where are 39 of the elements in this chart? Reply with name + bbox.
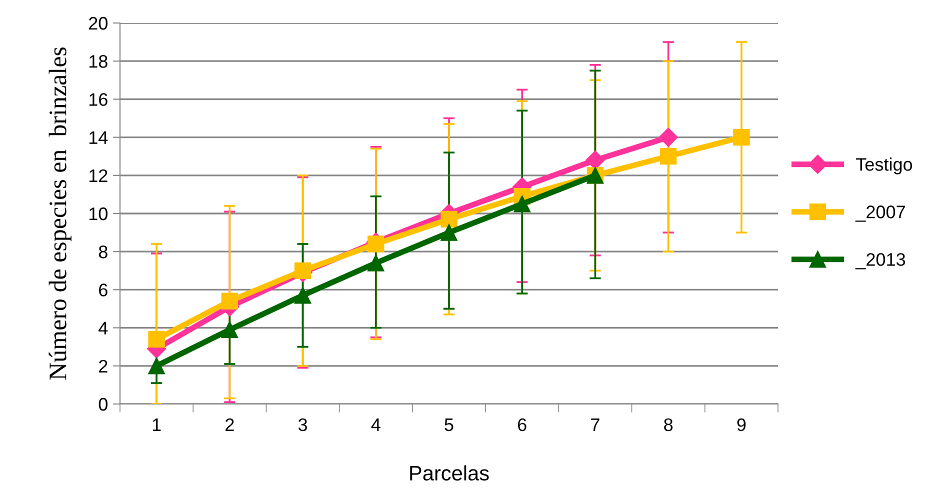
point xyxy=(368,236,384,252)
x-tick-label: 7 xyxy=(591,418,600,431)
point xyxy=(440,210,458,228)
x-tick-label: 1 xyxy=(152,418,161,431)
y-tick-label: 8 xyxy=(98,246,108,258)
x-tick-label: 2 xyxy=(226,418,234,431)
legend-label: _2013 xyxy=(855,253,906,270)
x-axis-title: Parcelas xyxy=(410,465,489,481)
point xyxy=(514,196,530,212)
point xyxy=(658,128,678,147)
x-tick-label: 3 xyxy=(298,418,308,432)
y-tick-label: 2 xyxy=(99,360,108,372)
y-tick-label: 18 xyxy=(89,55,108,68)
y-tick-label: 10 xyxy=(89,207,108,220)
x-tick-label: 5 xyxy=(444,418,454,432)
x-tick-label: 6 xyxy=(518,418,526,432)
point xyxy=(440,224,458,241)
x-tick-label: 9 xyxy=(737,418,746,432)
point xyxy=(368,254,384,272)
point xyxy=(221,321,238,338)
point xyxy=(660,148,677,165)
y-tick-label: 0 xyxy=(98,398,108,411)
y-tick-label: 16 xyxy=(89,93,108,106)
y-tick-label: 12 xyxy=(89,169,108,182)
point xyxy=(733,128,750,146)
y-tick-label: 4 xyxy=(98,322,108,334)
y-tick-label: 20 xyxy=(89,16,108,30)
point xyxy=(148,330,165,348)
point xyxy=(294,262,312,279)
y-tick-label: 6 xyxy=(99,284,108,296)
x-tick-label: 8 xyxy=(664,418,673,432)
y-axis-title: Número de especies en brinzales xyxy=(48,47,72,380)
legend-label: Testigo xyxy=(856,158,912,174)
y-tick-label: 14 xyxy=(89,131,108,144)
point xyxy=(294,287,312,304)
x-tick-label: 4 xyxy=(371,418,380,431)
point xyxy=(148,358,165,374)
point xyxy=(221,292,238,310)
legend-label: _2007 xyxy=(855,206,905,222)
